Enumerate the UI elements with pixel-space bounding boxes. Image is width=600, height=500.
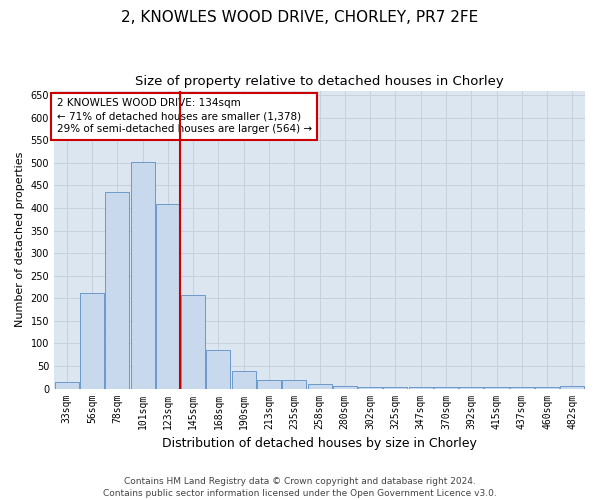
Bar xyxy=(560,386,584,388)
Bar xyxy=(282,380,306,388)
Bar xyxy=(383,387,407,388)
Bar xyxy=(333,386,357,388)
Title: Size of property relative to detached houses in Chorley: Size of property relative to detached ho… xyxy=(135,75,504,88)
Bar xyxy=(181,295,205,388)
Bar xyxy=(257,380,281,388)
Bar xyxy=(535,387,559,388)
Bar xyxy=(358,387,382,388)
Bar xyxy=(55,382,79,388)
Bar xyxy=(105,192,129,388)
Bar xyxy=(409,387,433,388)
Bar xyxy=(484,387,509,388)
Bar xyxy=(80,293,104,388)
Bar xyxy=(459,387,483,388)
X-axis label: Distribution of detached houses by size in Chorley: Distribution of detached houses by size … xyxy=(162,437,477,450)
Bar xyxy=(206,350,230,389)
Bar xyxy=(510,387,534,388)
Bar xyxy=(308,384,332,388)
Bar xyxy=(131,162,155,388)
Y-axis label: Number of detached properties: Number of detached properties xyxy=(15,152,25,327)
Bar xyxy=(156,204,180,388)
Text: 2 KNOWLES WOOD DRIVE: 134sqm
← 71% of detached houses are smaller (1,378)
29% of: 2 KNOWLES WOOD DRIVE: 134sqm ← 71% of de… xyxy=(56,98,312,134)
Text: Contains HM Land Registry data © Crown copyright and database right 2024.
Contai: Contains HM Land Registry data © Crown c… xyxy=(103,476,497,498)
Bar xyxy=(434,387,458,388)
Bar xyxy=(232,372,256,388)
Text: 2, KNOWLES WOOD DRIVE, CHORLEY, PR7 2FE: 2, KNOWLES WOOD DRIVE, CHORLEY, PR7 2FE xyxy=(121,10,479,25)
